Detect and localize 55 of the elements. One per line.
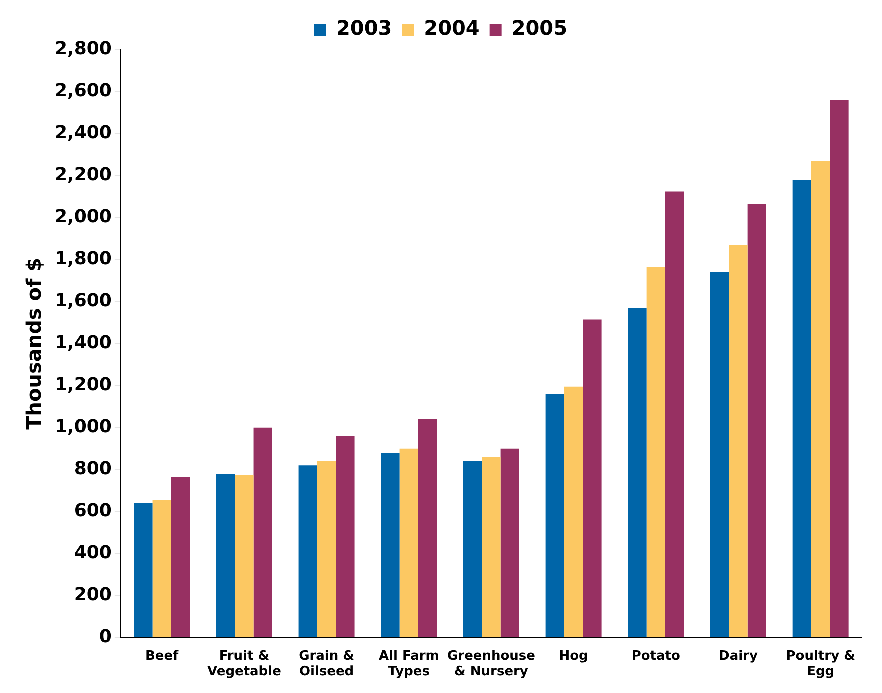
y-tick-label: 2,400 <box>55 122 112 144</box>
y-tick-label: 600 <box>74 500 112 522</box>
bar <box>729 245 748 638</box>
bar <box>748 204 766 638</box>
bar <box>482 457 501 638</box>
bar <box>500 448 520 638</box>
bar <box>792 180 812 638</box>
y-tick-label: 2,800 <box>55 38 112 60</box>
bar <box>298 466 318 638</box>
bar <box>564 386 584 638</box>
x-tick-label: All Farm Types <box>378 648 440 680</box>
x-tick-label: Potato <box>632 648 681 664</box>
bar <box>812 161 830 638</box>
y-tick-label: 2,600 <box>55 80 112 102</box>
bar <box>665 192 684 638</box>
bar <box>317 461 336 638</box>
x-tick-label: Hog <box>559 648 588 664</box>
bar <box>235 475 254 638</box>
bar <box>646 267 666 638</box>
y-tick-label: 0 <box>99 626 112 648</box>
y-tick-label: 1,400 <box>55 332 112 354</box>
y-tick-label: 400 <box>74 542 112 564</box>
y-tick-label: 1,800 <box>55 248 112 270</box>
y-tick-label: 1,200 <box>55 374 112 396</box>
bar <box>710 272 730 638</box>
bar <box>254 428 272 638</box>
x-tick-label: Fruit & Vegetable <box>208 648 282 680</box>
bar <box>336 436 355 638</box>
bar <box>381 453 400 638</box>
bar <box>400 448 418 638</box>
legend-label: 2004 <box>424 16 480 40</box>
bar <box>830 100 849 638</box>
y-tick-label: 800 <box>74 458 112 480</box>
bar <box>418 419 438 638</box>
bar <box>152 500 172 638</box>
x-tick-label: Beef <box>146 648 180 664</box>
legend-label: 2005 <box>512 16 568 40</box>
bar <box>171 477 190 638</box>
bar <box>463 461 482 638</box>
x-tick-label: Greenhouse & Nursery <box>447 648 536 680</box>
x-tick-label: Grain & Oilseed <box>299 648 355 680</box>
y-axis-title: Thousands of $ <box>22 258 46 430</box>
y-tick-label: 200 <box>74 584 112 606</box>
y-tick-label: 1,000 <box>55 416 112 438</box>
legend-label: 2003 <box>336 16 392 40</box>
bar <box>628 308 647 638</box>
bar <box>583 320 602 638</box>
y-tick-label: 1,600 <box>55 290 112 312</box>
bar <box>216 474 236 638</box>
x-tick-label: Dairy <box>719 648 758 664</box>
y-tick-label: 2,000 <box>55 206 112 228</box>
y-tick-label: 2,200 <box>55 164 112 186</box>
bar <box>134 503 153 638</box>
bar <box>546 394 564 638</box>
x-tick-label: Poultry & Egg <box>786 648 856 680</box>
